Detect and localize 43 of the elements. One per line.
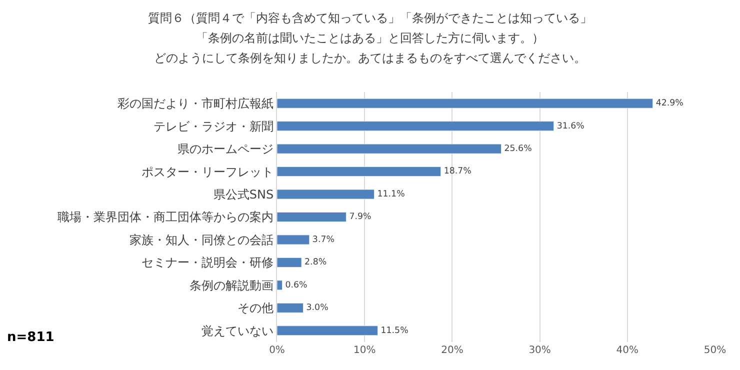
bar <box>277 121 554 132</box>
y-tick-label: その他 <box>238 301 274 316</box>
data-label: 11.1% <box>377 189 405 200</box>
bar <box>277 326 378 336</box>
y-tick-label: 条例の解説動画 <box>190 278 274 292</box>
bar <box>277 234 310 245</box>
bar <box>277 98 654 108</box>
bar <box>277 144 502 154</box>
bar <box>277 280 283 290</box>
bar <box>277 257 302 268</box>
x-tick-label: 50% <box>704 345 726 356</box>
y-tick-label: 覚えていない <box>202 324 274 338</box>
y-tick-label: 県公式SNS <box>213 187 274 202</box>
data-label: 25.6% <box>504 144 532 154</box>
data-label: 2.8% <box>304 258 327 268</box>
y-tick-label: 家族・知人・同僚との会話 <box>130 232 274 247</box>
data-label: 3.7% <box>312 234 334 245</box>
y-tick-label: テレビ・ラジオ・新聞 <box>154 119 274 134</box>
data-label: 3.0% <box>306 303 328 314</box>
x-tick-label: 30% <box>528 345 551 356</box>
data-label: 42.9% <box>656 98 684 109</box>
x-tick-label: 0% <box>269 345 285 356</box>
y-tick-label: ポスター・リーフレット <box>142 164 274 179</box>
y-tick-label: 彩の国だより・市町村広報紙 <box>118 96 274 111</box>
y-tick-label: 県のホームページ <box>178 142 274 156</box>
y-tick-label: 職場・業界団体・商工団体等からの案内 <box>58 210 274 224</box>
bar <box>277 212 346 222</box>
chart-title: 質問６（質問４で「内容も含めて知っている」「条例ができたことは知っている」 <box>148 11 592 26</box>
data-label: 18.7% <box>444 166 472 177</box>
x-tick-label: 20% <box>441 345 464 356</box>
text: どのようにして条例を知りましたか。あてはまるものをすべて選んでください。 <box>154 51 586 65</box>
bar <box>277 189 374 200</box>
bar <box>277 166 442 177</box>
data-label: 11.5% <box>380 326 408 336</box>
y-tick-label: セミナー・説明会・研修 <box>142 256 274 270</box>
x-tick-label: 10% <box>353 345 376 356</box>
x-tick-label: 40% <box>616 345 639 356</box>
data-label: 7.9% <box>349 212 372 222</box>
chart-subtitle: 「条例の名前は聞いたことはある」と回答した方に伺います。） <box>196 31 544 45</box>
bar <box>277 302 304 313</box>
data-label: 31.6% <box>556 121 584 132</box>
text: n=811 <box>7 330 54 345</box>
data-label: 0.6% <box>285 280 308 290</box>
